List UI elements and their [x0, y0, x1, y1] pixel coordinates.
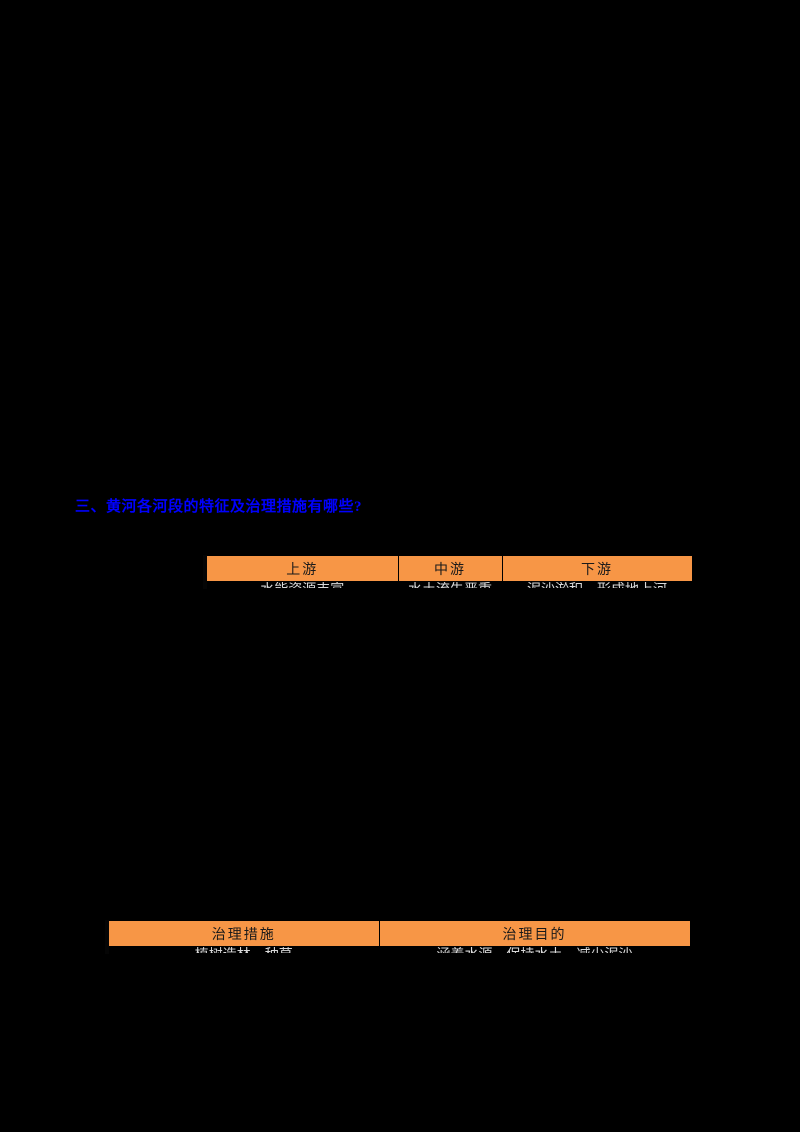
- clipped-text-purpose: 涵养水源、保持水土、减少泥沙: [380, 947, 690, 953]
- column-header-treatment-purpose: 治理目的: [378, 920, 691, 947]
- column-header-upper-reach: 上游: [204, 555, 399, 582]
- clipped-cell-purpose: 涵养水源、保持水土、减少泥沙: [378, 946, 691, 954]
- section-heading: 三、黄河各河段的特征及治理措施有哪些?: [75, 499, 363, 515]
- clipped-cell-lower: 泥沙淤积，形成地上河: [501, 581, 693, 589]
- clipped-cell-upper: 水能资源丰富: [204, 581, 399, 589]
- clipped-text-middle: 水土流失严重: [399, 582, 502, 588]
- clipped-cell-measures: 植树造林、种草: [106, 946, 380, 954]
- clipped-text-lower: 泥沙淤积，形成地上河: [503, 582, 692, 588]
- column-header-treatment-measures: 治理措施: [106, 920, 380, 947]
- river-reaches-header-row: 上游 中游 下游: [204, 555, 693, 582]
- treatment-clipped-row: 植树造林、种草 涵养水源、保持水土、减少泥沙: [106, 946, 691, 954]
- column-header-lower-reach: 下游: [501, 555, 693, 582]
- column-header-middle-reach: 中游: [397, 555, 503, 582]
- treatment-table: 治理措施 治理目的 植树造林、种草 涵养水源、保持水土、减少泥沙: [105, 920, 691, 954]
- clipped-text-upper: 水能资源丰富: [207, 582, 398, 588]
- river-reaches-clipped-row: 水能资源丰富 水土流失严重 泥沙淤积，形成地上河: [204, 581, 693, 589]
- river-reaches-table: 上游 中游 下游 水能资源丰富 水土流失严重 泥沙淤积，形成地上河: [203, 555, 693, 589]
- treatment-header-row: 治理措施 治理目的: [106, 920, 691, 947]
- clipped-text-measures: 植树造林、种草: [109, 947, 379, 953]
- clipped-cell-middle: 水土流失严重: [397, 581, 503, 589]
